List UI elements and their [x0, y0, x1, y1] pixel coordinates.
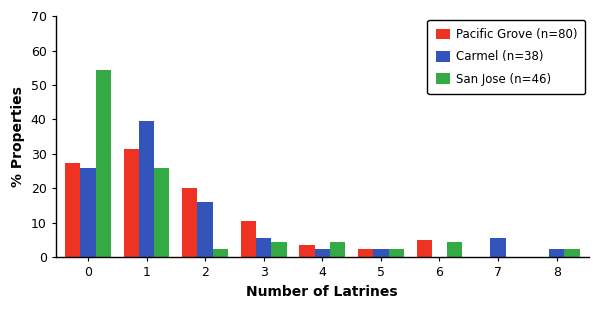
- Bar: [299, 245, 314, 257]
- Bar: [416, 240, 432, 257]
- Bar: [564, 249, 580, 257]
- Bar: [65, 162, 80, 257]
- Y-axis label: % Properties: % Properties: [11, 86, 25, 187]
- Bar: [182, 188, 197, 257]
- Bar: [241, 221, 256, 257]
- Bar: [154, 168, 169, 257]
- Legend: Pacific Grove (n=80), Carmel (n=38), San Jose (n=46): Pacific Grove (n=80), Carmel (n=38), San…: [427, 20, 586, 94]
- Bar: [271, 242, 287, 257]
- Bar: [213, 249, 228, 257]
- Bar: [197, 202, 213, 257]
- Bar: [124, 149, 139, 257]
- Bar: [330, 242, 345, 257]
- Bar: [389, 249, 404, 257]
- X-axis label: Number of Latrines: Number of Latrines: [247, 285, 398, 299]
- Bar: [314, 249, 330, 257]
- Bar: [447, 242, 463, 257]
- Bar: [358, 249, 373, 257]
- Bar: [80, 168, 95, 257]
- Bar: [95, 69, 111, 257]
- Bar: [139, 121, 154, 257]
- Bar: [490, 238, 506, 257]
- Bar: [549, 249, 564, 257]
- Bar: [373, 249, 389, 257]
- Bar: [256, 238, 271, 257]
